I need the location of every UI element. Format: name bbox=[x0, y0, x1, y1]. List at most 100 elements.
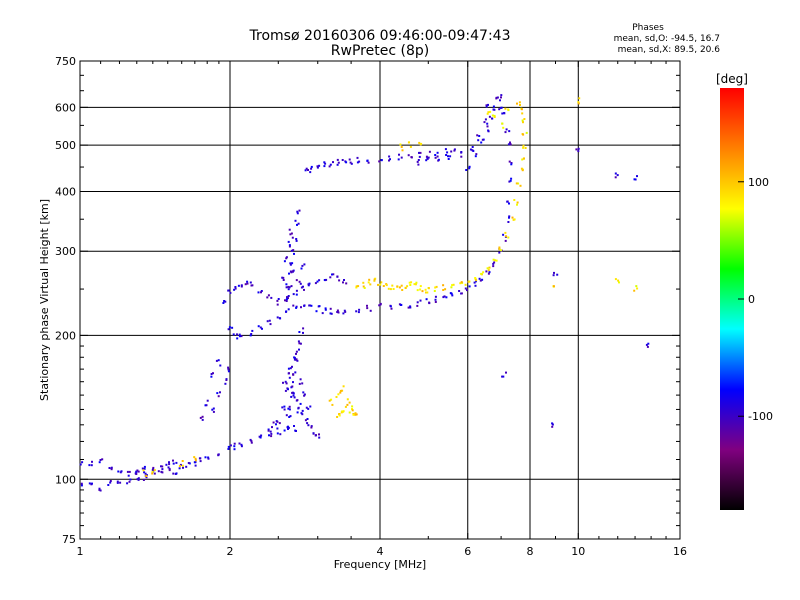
x-mode-point bbox=[617, 279, 620, 282]
o-mode-point bbox=[398, 153, 400, 156]
o-mode-point bbox=[98, 488, 101, 491]
o-mode-point bbox=[290, 285, 293, 288]
o-mode-point bbox=[295, 350, 298, 353]
x-mode-point bbox=[419, 288, 422, 291]
o-mode-point bbox=[266, 296, 269, 299]
x-mode-point bbox=[341, 411, 344, 413]
o-mode-point bbox=[425, 159, 428, 162]
o-mode-point bbox=[137, 470, 140, 473]
o-mode-point bbox=[508, 160, 511, 163]
o-mode-point bbox=[508, 215, 511, 218]
x-mode-point bbox=[515, 182, 518, 185]
o-mode-point bbox=[145, 476, 148, 479]
o-mode-point bbox=[508, 202, 510, 205]
o-mode-point bbox=[212, 372, 214, 375]
o-mode-point bbox=[301, 264, 304, 267]
x-mode-point bbox=[459, 282, 462, 285]
o-mode-point bbox=[225, 378, 228, 381]
o-mode-point bbox=[199, 416, 202, 419]
o-mode-point bbox=[445, 154, 448, 156]
o-mode-point bbox=[285, 257, 288, 260]
x-mode-point bbox=[577, 102, 580, 105]
o-mode-point bbox=[332, 273, 335, 276]
o-mode-point bbox=[302, 331, 304, 334]
o-mode-point bbox=[175, 472, 178, 475]
o-mode-point bbox=[236, 337, 239, 340]
o-mode-point bbox=[165, 463, 168, 466]
o-mode-point bbox=[428, 150, 431, 153]
x-mode-point bbox=[521, 112, 524, 115]
o-mode-point bbox=[505, 371, 507, 374]
o-mode-point bbox=[144, 472, 147, 475]
o-mode-point bbox=[358, 160, 361, 163]
o-mode-point bbox=[153, 472, 156, 475]
o-mode-point bbox=[81, 461, 84, 464]
o-mode-point bbox=[349, 161, 352, 164]
o-mode-point bbox=[193, 461, 196, 464]
o-mode-point bbox=[329, 163, 332, 166]
o-mode-point bbox=[502, 233, 505, 236]
o-mode-point bbox=[341, 159, 344, 161]
o-mode-point bbox=[481, 278, 484, 281]
x-mode-point bbox=[501, 122, 504, 125]
x-mode-point bbox=[368, 278, 371, 281]
o-mode-point bbox=[488, 115, 491, 118]
data-points bbox=[79, 94, 650, 492]
x-tick-label: 1 bbox=[77, 545, 84, 558]
x-mode-point bbox=[525, 131, 528, 134]
o-mode-point bbox=[295, 305, 298, 308]
x-mode-point bbox=[401, 289, 404, 291]
o-mode-point bbox=[300, 306, 302, 309]
o-mode-point bbox=[389, 158, 391, 161]
x-mode-point bbox=[382, 285, 385, 287]
x-mode-point bbox=[522, 133, 525, 136]
o-mode-point bbox=[305, 406, 308, 409]
x-mode-point bbox=[407, 141, 410, 144]
o-mode-point bbox=[344, 310, 347, 313]
o-mode-point bbox=[337, 161, 340, 164]
o-mode-point bbox=[348, 158, 351, 161]
o-mode-point bbox=[232, 333, 235, 336]
x-mode-point bbox=[145, 474, 148, 477]
o-mode-point bbox=[378, 160, 381, 163]
o-mode-point bbox=[295, 430, 297, 432]
o-mode-point bbox=[487, 129, 490, 132]
o-mode-point bbox=[126, 482, 129, 485]
x-mode-point bbox=[521, 158, 524, 161]
x-mode-point bbox=[507, 108, 510, 111]
o-mode-point bbox=[175, 461, 178, 464]
o-mode-point bbox=[250, 284, 253, 287]
o-mode-point bbox=[345, 161, 348, 164]
o-mode-point bbox=[460, 292, 463, 295]
x-mode-point bbox=[379, 283, 382, 286]
o-mode-point bbox=[291, 365, 293, 368]
o-mode-point bbox=[301, 413, 304, 416]
o-mode-point bbox=[295, 289, 298, 292]
o-mode-point bbox=[288, 272, 290, 275]
o-mode-point bbox=[491, 117, 494, 120]
o-mode-point bbox=[506, 200, 509, 203]
x-mode-point bbox=[513, 199, 516, 201]
x-mode-point bbox=[552, 285, 555, 288]
x-mode-point bbox=[507, 236, 510, 239]
o-mode-point bbox=[298, 348, 300, 351]
x-mode-point bbox=[362, 281, 365, 284]
o-mode-point bbox=[151, 468, 154, 471]
o-mode-point bbox=[297, 340, 300, 343]
x-mode-point bbox=[487, 111, 490, 114]
o-mode-point bbox=[443, 295, 446, 298]
o-mode-point bbox=[292, 373, 295, 376]
x-mode-point bbox=[482, 271, 485, 274]
o-mode-point bbox=[633, 178, 636, 181]
o-mode-point bbox=[217, 359, 220, 362]
o-mode-point bbox=[417, 159, 420, 161]
o-mode-point bbox=[495, 96, 498, 99]
chart-title: Tromsø 20160306 09:46:00-09:47:43 bbox=[249, 28, 511, 44]
o-mode-point bbox=[475, 153, 478, 156]
o-mode-point bbox=[285, 310, 288, 313]
x-mode-point bbox=[337, 393, 340, 396]
x-mode-point bbox=[373, 278, 376, 281]
o-mode-point bbox=[201, 418, 204, 421]
o-mode-point bbox=[509, 143, 512, 146]
o-mode-point bbox=[279, 433, 282, 436]
